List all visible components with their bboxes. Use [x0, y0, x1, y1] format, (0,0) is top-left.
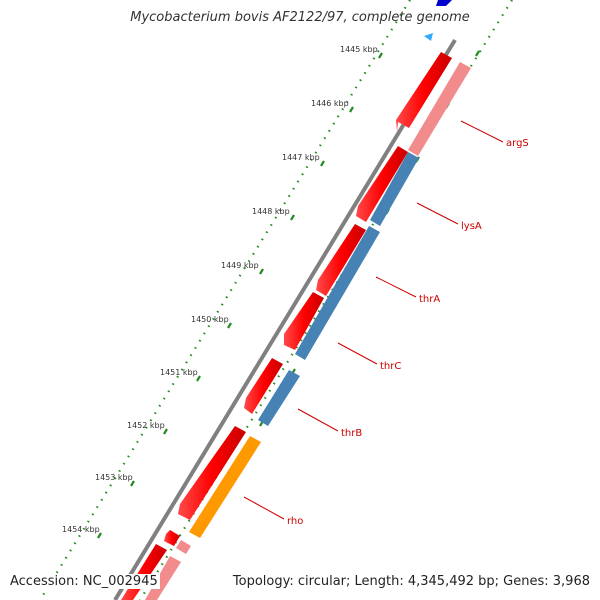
gene-leader-line: [416, 202, 459, 225]
kbp-tick-label: 1454 kbp: [62, 525, 100, 534]
feature-arrow: [356, 146, 408, 222]
major-tick: [130, 480, 135, 487]
gene-labels: argS lysA thrA thrC thrB rho: [243, 120, 529, 527]
feature-thrA-thrC: [295, 226, 380, 360]
kbp-tick-label: 1453 kbp: [95, 473, 133, 482]
feature-arrow: [164, 530, 180, 546]
major-tick: [196, 375, 201, 382]
kbp-tick-label: 1450 kbp: [191, 315, 229, 324]
gene-leader-line: [297, 408, 339, 432]
kbp-tick-label: 1445 kbp: [340, 45, 378, 54]
feature-light: [176, 540, 191, 554]
gene-label-rho[interactable]: rho: [287, 516, 303, 527]
gene-label-thrA[interactable]: thrA: [419, 294, 440, 305]
major-tick: [259, 268, 264, 275]
feature-arrow: [396, 52, 452, 132]
kbp-tick-label: 1452 kbp: [127, 421, 165, 430]
inner-major-tick: [475, 50, 480, 57]
page-title: Mycobacterium bovis AF2122/97, complete …: [130, 10, 470, 25]
kbp-tick-label: 1449 kbp: [221, 261, 259, 270]
kbp-tick-label: 1447 kbp: [282, 153, 320, 162]
gene-leader-line: [337, 342, 378, 365]
light-red-features: [145, 62, 471, 600]
gene-leader-line: [375, 276, 417, 298]
major-tick: [290, 214, 295, 221]
top-partial-feature: [436, 0, 452, 6]
feature-arrow: [316, 224, 366, 296]
kbp-tick-label: 1448 kbp: [252, 207, 290, 216]
outer-dotted-ruler: [39, 0, 411, 600]
gene-leader-line: [243, 496, 285, 520]
blue-features: [258, 152, 419, 426]
backbone-white: [119, 38, 464, 600]
major-tick: [97, 532, 102, 539]
forward-strand-features: [121, 52, 452, 600]
major-tick: [227, 322, 232, 329]
gene-label-thrB[interactable]: thrB: [341, 428, 362, 439]
kbp-tick-label: 1451 kbp: [160, 368, 198, 377]
gene-label-lysA[interactable]: lysA: [461, 221, 482, 232]
gene-label-thrC[interactable]: thrC: [380, 361, 401, 372]
kbp-tick-label: 1446 kbp: [311, 99, 349, 108]
accession-label: Accession: NC_002945: [8, 574, 160, 589]
feature-thrB: [258, 370, 300, 426]
feature-arrow: [244, 358, 283, 414]
major-tick: [320, 160, 325, 167]
feature-light: [145, 556, 181, 600]
feature-rho: [189, 436, 261, 538]
feature-lysA: [370, 152, 419, 226]
feature-argS: [408, 62, 471, 156]
feature-arrow: [284, 292, 324, 350]
topology-summary: Topology: circular; Length: 4,345,492 bp…: [230, 574, 592, 589]
major-tick: [378, 52, 383, 59]
gene-leader-line: [460, 120, 504, 143]
backbone-grey: [113, 38, 457, 600]
top-partial-arrow: [424, 33, 433, 41]
ruler-labels: 1445 kbp 1446 kbp 1447 kbp 1448 kbp 1449 kbp…: [62, 45, 378, 534]
major-tick: [163, 428, 168, 435]
major-tick: [349, 106, 354, 113]
feature-arrow: [178, 426, 246, 520]
gene-label-argS[interactable]: argS: [506, 138, 529, 149]
